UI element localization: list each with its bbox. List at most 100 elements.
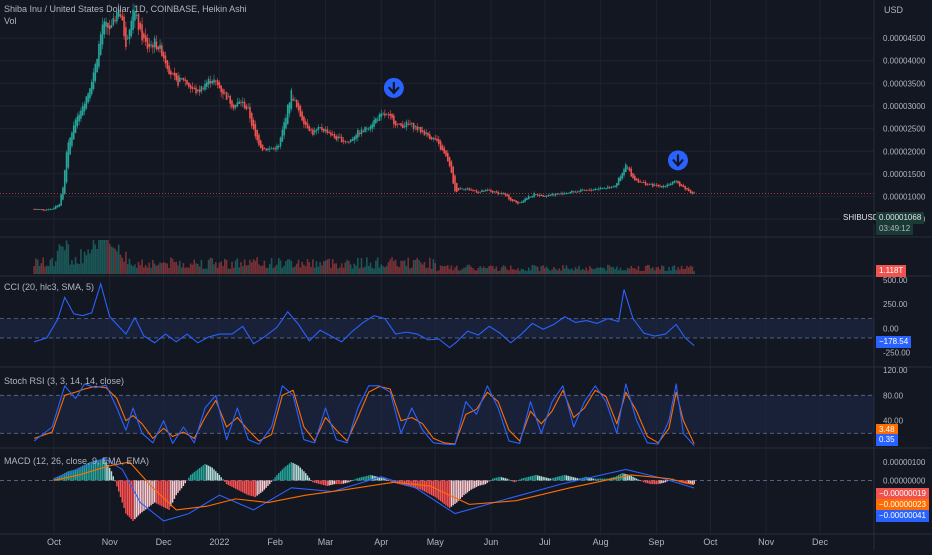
candle-body [335,136,338,140]
time-tick-label: Oct [47,537,62,547]
candle-body [495,191,498,193]
time-axis[interactable]: Oct Nov Dec 2022 Feb Mar Apr May Jun Jul Aug Sep Oct… [47,537,829,547]
volume-bar [47,266,50,274]
stoch-d-tag: 3.48 [876,424,898,436]
volume-bar [317,266,320,274]
macd-histogram-bar [355,478,357,481]
candle-body [605,188,607,189]
macd-histogram-bar [55,477,57,481]
volume-bar [152,259,154,274]
volume-bar [628,268,631,274]
volume-bar [90,249,93,274]
volume-bar [116,251,118,274]
volume-bar [650,268,652,274]
candle-body [418,127,420,129]
volume-bar [198,266,201,274]
candle-body [355,134,357,140]
volume-bar [171,258,174,274]
macd-histogram-bar [153,480,156,503]
volume-bar [213,264,215,274]
macd-histogram-bar [661,480,663,484]
macd-pane[interactable] [0,457,874,522]
macd-histogram-bar [475,480,478,487]
volume-bar [85,255,88,274]
candle-body [229,95,231,104]
candle-body [506,194,508,196]
macd-histogram-bar [337,480,339,485]
volume-bar [493,268,496,274]
candle-body [144,35,147,42]
volume-bar [328,258,330,274]
volume-bar [412,259,415,274]
candle-body [536,194,539,196]
volume-bar [162,262,165,274]
candle-body [680,184,683,187]
volume-bar [497,270,499,274]
volume-bar [267,267,269,274]
macd-histogram-bar [529,476,532,481]
macd-histogram-bar [209,466,212,481]
macd-histogram-bar [537,475,539,481]
candle-body [315,129,318,132]
candle-body [204,83,206,90]
price-pane[interactable] [0,3,874,212]
candle-body [509,197,512,201]
macd-histogram-bar [116,480,118,487]
volume-bar [310,266,312,274]
arrow-down-marker[interactable] [383,77,404,98]
cci-pane[interactable] [0,281,874,349]
macd-histogram-bar [551,478,553,481]
candle-body [626,167,629,169]
stoch-band [0,395,874,434]
candle-body [250,113,253,126]
macd-histogram-bar [432,480,435,497]
volume-bar [139,265,142,274]
candle-body [322,128,325,132]
volume-bar [596,267,598,274]
volume-bar [351,268,354,274]
macd-histogram-bar [373,475,375,481]
arrow-down-marker[interactable] [667,150,688,171]
macd-histogram-bar [162,480,165,508]
volume-bar [398,267,401,274]
candle-body [691,191,694,194]
candle-body [650,183,652,185]
axis-tick-label: 80.00 [883,391,904,400]
candle-body [60,194,62,206]
volume-bar [121,257,124,274]
stoch-rsi-pane[interactable] [0,383,874,447]
macd-histogram-bar [251,480,253,497]
volume-bar [141,259,143,274]
volume-bar [335,263,338,274]
macd-histogram-bar [270,480,273,482]
candle-body [223,92,226,94]
candle-body [598,188,600,190]
volume-bar [551,269,553,274]
candle-body [580,189,582,192]
macd-histogram-bar [545,477,548,481]
volume-bar [616,266,618,274]
macd-histogram-bar [265,480,267,488]
macd-histogram-bar [207,465,210,481]
candle-body [678,181,681,187]
volume-bar [348,260,350,274]
macd-histogram-bar [542,476,544,481]
volume-bar [459,270,462,274]
candle-body [179,77,181,82]
macd-histogram-bar [96,460,98,481]
time-tick-label: Oct [703,537,718,547]
volume-bar [371,267,374,274]
candle-body [671,182,674,185]
currency-label: USD [884,5,904,15]
macd-histogram-bar [466,480,469,493]
volume-bar [123,261,125,274]
volume-bar [495,266,498,274]
candle-body [69,137,71,155]
macd-histogram-bar [484,480,487,485]
macd-histogram-bar [492,478,494,481]
time-tick-label: Sep [648,537,664,547]
macd-histogram-bar [213,469,215,481]
